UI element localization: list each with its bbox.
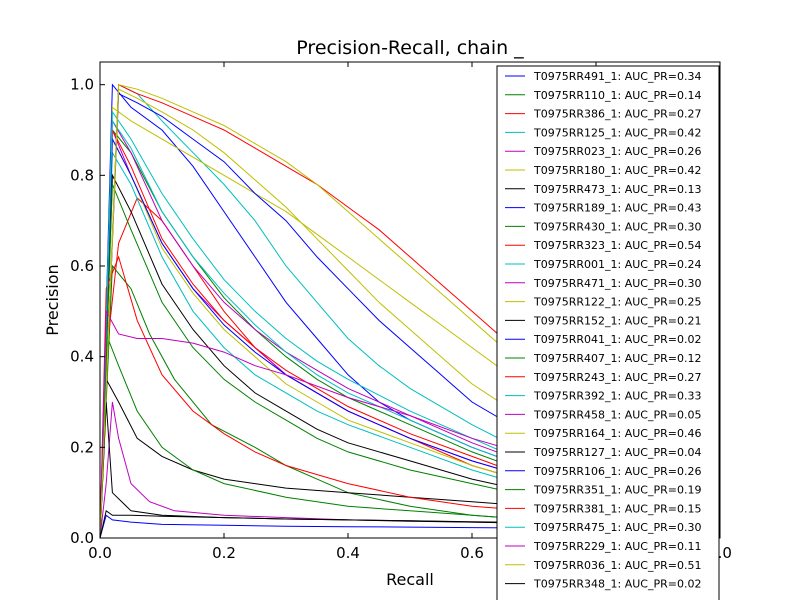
y-tick-label-4: 0.8: [70, 166, 94, 184]
legend-label-0: T0975RR491_1: AUC_PR=0.34: [533, 70, 701, 83]
x-tick-label-3: 0.6: [460, 544, 484, 562]
legend-label-12: T0975RR122_1: AUC_PR=0.25: [533, 296, 701, 309]
x-tick-label-1: 0.2: [212, 544, 236, 562]
legend-label-10: T0975RR001_1: AUC_PR=0.24: [533, 258, 701, 271]
legend-label-25: T0975RR229_1: AUC_PR=0.11: [533, 540, 701, 553]
x-axis-label: Recall: [386, 570, 434, 589]
x-tick-label-0: 0.0: [88, 544, 112, 562]
legend-label-17: T0975RR392_1: AUC_PR=0.33: [533, 390, 701, 403]
legend: T0975RR491_1: AUC_PR=0.34 T0975RR110_1: A…: [496, 65, 720, 600]
legend-label-21: T0975RR106_1: AUC_PR=0.26: [533, 465, 701, 478]
legend-label-15: T0975RR407_1: AUC_PR=0.12: [533, 352, 701, 365]
legend-label-26: T0975RR036_1: AUC_PR=0.51: [533, 559, 701, 572]
y-tick-label-3: 0.6: [70, 257, 94, 275]
legend-box: [496, 65, 720, 600]
y-tick-label-0: 0.0: [70, 529, 94, 547]
legend-label-23: T0975RR381_1: AUC_PR=0.15: [533, 502, 701, 515]
legend-label-11: T0975RR471_1: AUC_PR=0.30: [533, 277, 701, 290]
legend-label-5: T0975RR180_1: AUC_PR=0.42: [533, 164, 701, 177]
legend-label-16: T0975RR243_1: AUC_PR=0.27: [533, 371, 701, 384]
legend-label-22: T0975RR351_1: AUC_PR=0.19: [533, 484, 701, 497]
legend-label-18: T0975RR458_1: AUC_PR=0.05: [533, 408, 701, 421]
y-tick-label-2: 0.4: [70, 348, 94, 366]
y-tick-label-5: 1.0: [70, 76, 94, 94]
legend-label-27: T0975RR348_1: AUC_PR=0.02: [533, 578, 701, 591]
legend-label-13: T0975RR152_1: AUC_PR=0.21: [533, 314, 701, 327]
legend-label-19: T0975RR164_1: AUC_PR=0.46: [533, 427, 701, 440]
legend-label-8: T0975RR430_1: AUC_PR=0.30: [533, 220, 701, 233]
y-axis-label: Precision: [43, 264, 62, 335]
y-tick-label-1: 0.2: [70, 438, 94, 456]
plot-frame: [99, 61, 721, 539]
legend-label-20: T0975RR127_1: AUC_PR=0.04: [533, 446, 701, 459]
legend-label-24: T0975RR475_1: AUC_PR=0.30: [533, 521, 701, 534]
legend-label-4: T0975RR023_1: AUC_PR=0.26: [533, 145, 701, 158]
legend-label-1: T0975RR110_1: AUC_PR=0.14: [533, 89, 701, 102]
legend-label-9: T0975RR323_1: AUC_PR=0.54: [533, 239, 701, 252]
legend-label-14: T0975RR041_1: AUC_PR=0.02: [533, 333, 701, 346]
chart-title: Precision-Recall, chain _: [296, 37, 524, 59]
legend-label-3: T0975RR125_1: AUC_PR=0.42: [533, 126, 701, 139]
legend-label-6: T0975RR473_1: AUC_PR=0.13: [533, 183, 701, 196]
legend-label-2: T0975RR386_1: AUC_PR=0.27: [533, 108, 701, 121]
x-tick-label-2: 0.4: [336, 544, 360, 562]
legend-label-7: T0975RR189_1: AUC_PR=0.43: [533, 202, 701, 215]
